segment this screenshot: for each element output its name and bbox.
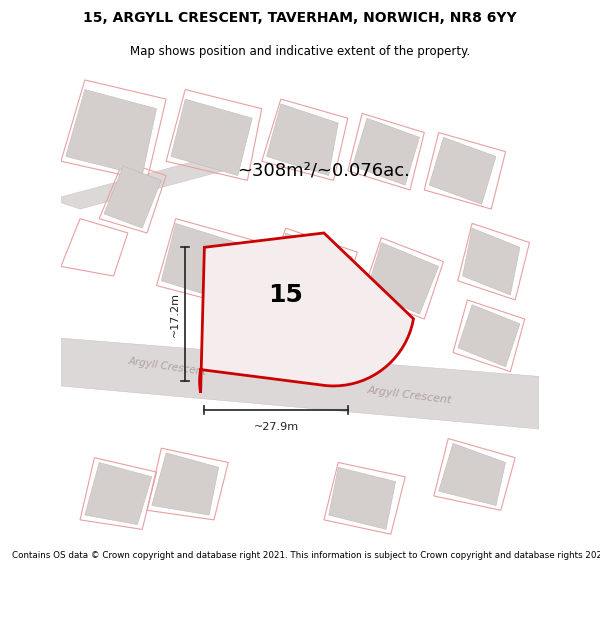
Polygon shape <box>161 223 252 304</box>
Polygon shape <box>200 233 413 392</box>
Polygon shape <box>171 99 252 176</box>
Text: Argyll Crescent: Argyll Crescent <box>128 356 208 377</box>
Polygon shape <box>463 228 520 295</box>
Polygon shape <box>439 443 506 506</box>
Polygon shape <box>85 462 152 524</box>
Text: Map shows position and indicative extent of the property.: Map shows position and indicative extent… <box>130 45 470 58</box>
Polygon shape <box>329 468 395 529</box>
Text: 15, ARGYLL CRESCENT, TAVERHAM, NORWICH, NR8 6YY: 15, ARGYLL CRESCENT, TAVERHAM, NORWICH, … <box>83 11 517 26</box>
Text: 15: 15 <box>268 283 303 307</box>
Text: Contains OS data © Crown copyright and database right 2021. This information is : Contains OS data © Crown copyright and d… <box>12 551 600 561</box>
Polygon shape <box>353 118 419 185</box>
Polygon shape <box>52 161 223 209</box>
Polygon shape <box>429 138 496 204</box>
Text: Argyll Crescent: Argyll Crescent <box>367 386 452 406</box>
Polygon shape <box>367 242 439 314</box>
Polygon shape <box>104 166 161 228</box>
Text: ~308m²/~0.076ac.: ~308m²/~0.076ac. <box>238 162 410 180</box>
Polygon shape <box>271 233 353 304</box>
Polygon shape <box>266 104 338 176</box>
Polygon shape <box>458 304 520 367</box>
Polygon shape <box>66 89 157 176</box>
Polygon shape <box>152 453 219 515</box>
Text: ~17.2m: ~17.2m <box>170 292 180 337</box>
Polygon shape <box>61 338 539 429</box>
Text: ~27.9m: ~27.9m <box>254 422 299 432</box>
